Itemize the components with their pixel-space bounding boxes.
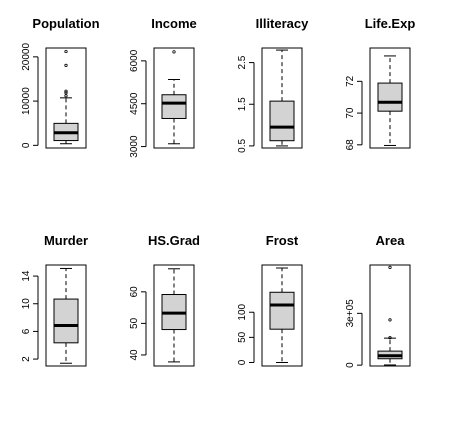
outlier-point [64, 49, 68, 54]
plot-frame [261, 47, 303, 149]
y-tick-label: 10000 [21, 87, 32, 115]
panel-income: Income 3000 4500 6000 [129, 16, 197, 158]
iqr-box [377, 82, 403, 112]
y-tick-label: 1.5 [237, 97, 248, 111]
plot-frame [153, 264, 195, 367]
panel-title: Murder [44, 233, 88, 248]
y-tick-label: 4500 [129, 92, 140, 115]
panel-hs-grad: HS.Grad 40 50 60 [129, 233, 200, 367]
y-tick-label: 2.5 [237, 55, 248, 69]
panel-title: Income [151, 16, 197, 31]
outlier-point [388, 318, 392, 322]
y-tick-label: 3e+05 [345, 299, 356, 328]
y-tick-label: 14 [21, 270, 32, 282]
y-tick-label: 70 [345, 107, 356, 119]
y-tick-label: 50 [129, 317, 140, 329]
y-tick-label: 60 [129, 286, 140, 298]
outlier-point [388, 265, 392, 269]
y-tick-label: 68 [345, 139, 356, 151]
panel-title: Population [32, 16, 99, 31]
panel-frost: Frost 0 50 100 [237, 233, 303, 367]
plot-frame [369, 264, 411, 367]
panel-illiteracy: Illiteracy 0.5 1.5 2.5 [237, 16, 309, 153]
outlier-point [388, 336, 392, 340]
panel-population: Population 0 10000 20000 [21, 16, 100, 149]
iqr-box [269, 291, 295, 330]
panel-title: HS.Grad [148, 233, 200, 248]
y-tick-label: 6 [21, 328, 32, 334]
y-tick-label: 6000 [129, 49, 140, 72]
outlier-point [64, 89, 68, 93]
panel-title: Frost [266, 233, 299, 248]
panel-area: Area 0 3e+05 [345, 233, 411, 368]
panel-title: Area [376, 233, 406, 248]
plot-frame [153, 47, 195, 149]
plot-frame [45, 47, 87, 149]
outlier-point [172, 50, 176, 54]
outlier-point [64, 94, 68, 98]
panel-title: Illiteracy [256, 16, 310, 31]
plot-frame [369, 47, 411, 149]
y-tick-label: 3000 [129, 135, 140, 158]
y-tick-label: 0 [237, 359, 248, 365]
iqr-box [269, 100, 295, 142]
plot-frame [261, 264, 303, 367]
outlier-point [64, 91, 68, 95]
y-tick-label: 40 [129, 349, 140, 361]
y-tick-label: 2 [21, 356, 32, 362]
panel-title: Life.Exp [365, 16, 416, 31]
y-tick-label: 50 [237, 331, 248, 343]
iqr-box [53, 298, 79, 344]
plot-frame [45, 264, 87, 367]
y-tick-label: 72 [345, 75, 356, 87]
y-tick-label: 0.5 [237, 139, 248, 153]
panel-murder: Murder 2 6 10 14 [21, 233, 88, 367]
y-tick-label: 10 [21, 298, 32, 310]
y-tick-label: 100 [237, 303, 248, 320]
outlier-point [64, 63, 68, 67]
panel-life-exp: Life.Exp 68 70 72 [345, 16, 415, 150]
iqr-box [161, 94, 187, 119]
y-tick-label: 0 [345, 362, 356, 368]
y-tick-label: 20000 [21, 43, 32, 71]
y-tick-label: 0 [21, 142, 32, 148]
